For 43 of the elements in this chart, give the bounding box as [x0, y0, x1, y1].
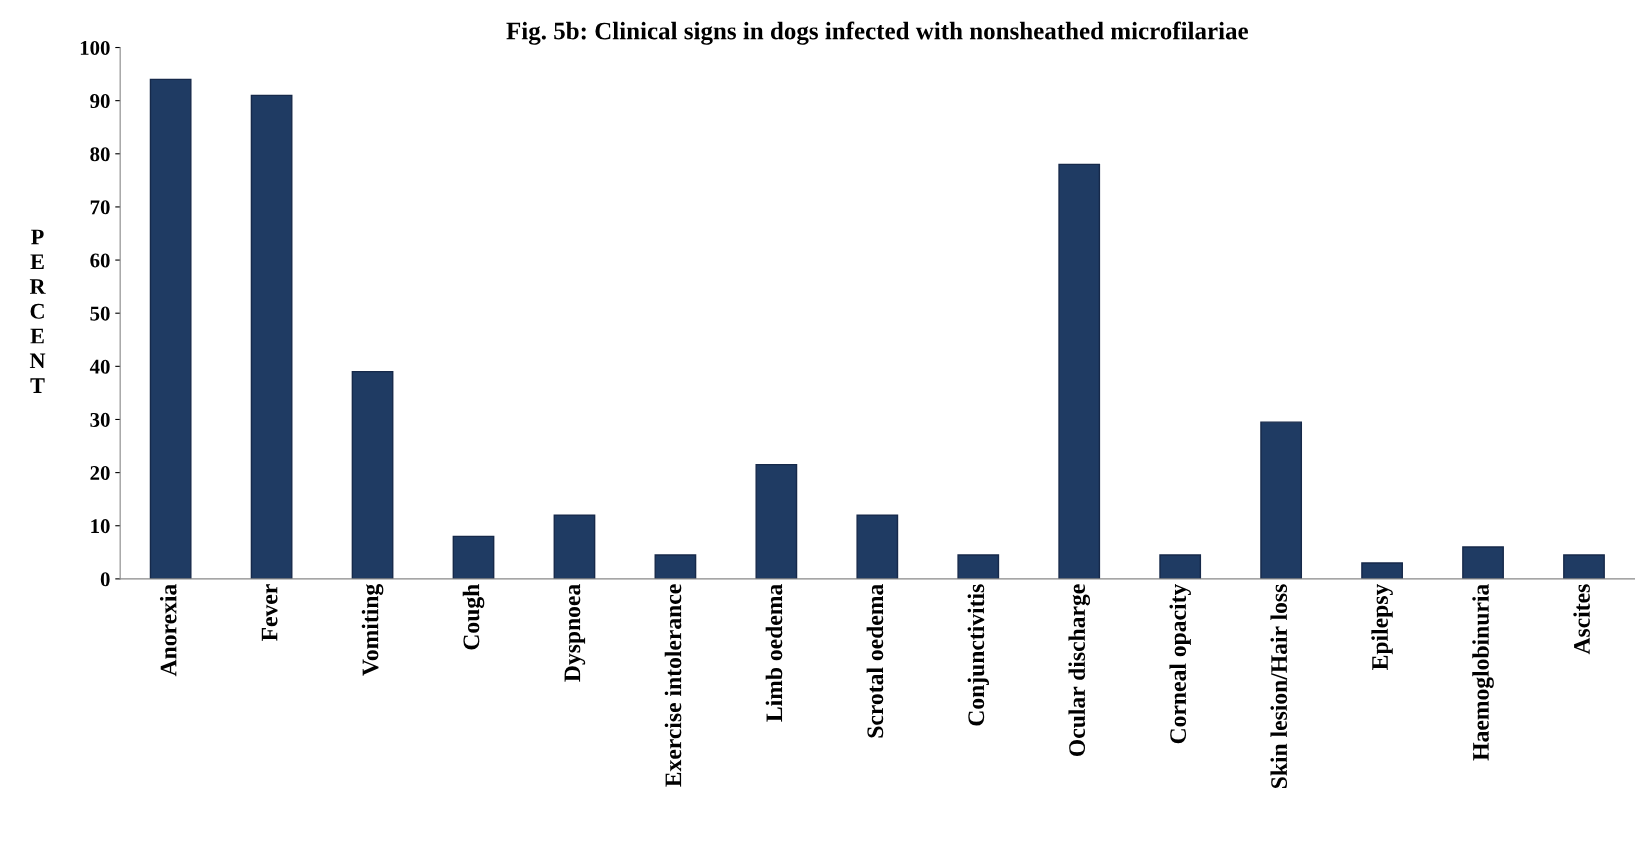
x-tick-label: Scrotal oedema	[866, 584, 884, 738]
x-tick-label: Fever	[261, 584, 278, 642]
bar	[957, 554, 1000, 579]
bar	[856, 514, 899, 579]
x-tick-label: Dyspnoea	[564, 584, 586, 682]
chart-title: Fig. 5b: Clinical signs in dogs infected with nonsheathed microfilariae	[506, 21, 1248, 45]
y-tick-label: 90	[90, 94, 110, 109]
x-tick-label: Ascites	[1573, 584, 1590, 655]
bar	[1058, 163, 1101, 579]
y-tick-label: 10	[91, 519, 110, 534]
bar	[1260, 421, 1303, 579]
x-tick-label: Vomiting	[361, 583, 384, 676]
bar	[1159, 554, 1202, 579]
bar	[351, 370, 394, 579]
y-tick-label: 70	[90, 200, 110, 215]
y-tick-label: 60	[90, 253, 110, 268]
x-tick-label: Ocular discharge	[1068, 584, 1091, 756]
x-tick-label: Conjunctivitis	[967, 584, 989, 726]
x-tick-label: Cough	[462, 584, 485, 650]
bar	[250, 94, 293, 579]
x-tick-label: Exercise intolerance	[664, 584, 682, 787]
x-tick-label: Corneal opacity	[1169, 583, 1191, 744]
bar	[1462, 546, 1504, 579]
y-tick-label: 80	[90, 147, 110, 162]
bar	[755, 463, 798, 579]
x-tick-label: Epilepsy	[1371, 583, 1393, 670]
y-tick-label: 40	[89, 359, 110, 374]
y-tick-label: 50	[90, 306, 110, 321]
bar	[553, 514, 596, 579]
y-axis-title: PERCENT	[29, 229, 46, 393]
x-tick-label: Skin lesion/Hair loss	[1270, 584, 1288, 789]
y-tick-label: 30	[90, 412, 110, 427]
y-tick-label: 100	[80, 40, 110, 55]
bar	[452, 535, 495, 579]
bar	[149, 78, 192, 579]
x-tick-label: Limb oedema	[765, 584, 783, 722]
bar	[654, 554, 697, 579]
x-tick-label: Anorexia	[159, 584, 177, 677]
y-tick-label: 20	[90, 465, 110, 481]
bar	[1563, 554, 1605, 579]
y-tick-label: 0	[100, 572, 110, 587]
x-tick-label: Haemoglobinuria	[1472, 584, 1494, 761]
bar	[1361, 562, 1403, 579]
